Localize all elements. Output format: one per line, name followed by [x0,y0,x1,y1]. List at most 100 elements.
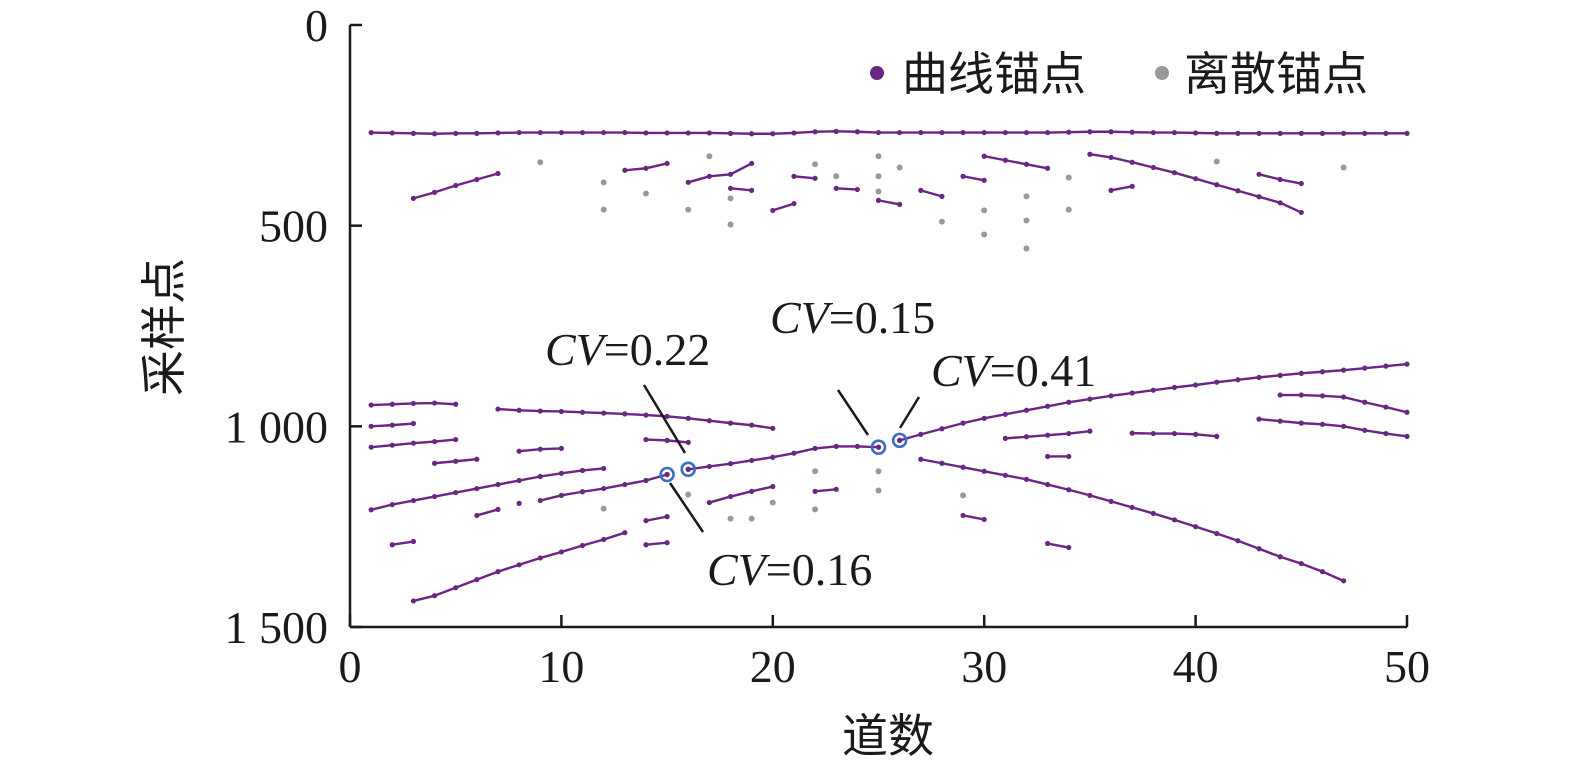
curve-anchor-point [431,593,438,599]
curve-anchor-point [495,506,501,513]
discrete-anchor-point [1023,217,1030,224]
curve-anchor-point [749,160,755,167]
discrete-anchor-point [1213,158,1220,165]
curve-segment-31 [392,540,414,546]
legend-label-discrete: 离散锚点 [1184,47,1368,101]
cv-label-016-var: CV [707,544,771,595]
curve-anchor-point [1087,151,1093,157]
discrete-anchor-series [537,153,1347,522]
curve-anchor-point [643,412,649,418]
discrete-anchor-point [748,515,755,522]
curve-anchor-point [622,481,628,488]
curve-anchor-point [1002,157,1008,163]
curve-anchor-point [1108,187,1114,193]
curve-anchor-point [1171,129,1178,136]
curve-anchor-point [643,477,649,484]
curve-anchor-point [1193,524,1199,530]
legend-marker-discrete [1155,66,1169,80]
curve-anchor-point [960,512,966,519]
curve-anchor-point [1171,384,1178,391]
curve-anchor-point [897,201,903,207]
curve-anchor-point [453,401,459,407]
curve-anchor-point [1235,130,1241,136]
curve-anchor-point [812,445,818,452]
curve-anchor-point [1150,164,1156,171]
discrete-anchor-point [812,468,819,475]
curve-anchor-point [664,437,670,443]
curve-anchor-point [410,440,417,446]
cv-label-015: CV=0.15 [770,292,935,343]
curve-anchor-point [1023,434,1030,440]
curve-anchor-point [706,463,712,470]
curve-anchor-point [537,473,543,480]
curve-anchor-point [1319,393,1326,399]
curve-anchor-point [558,408,565,415]
curve-segment-27 [709,485,774,504]
curve-anchor-point [1045,165,1051,171]
curve-anchor-point [1235,538,1241,544]
legend-marker-curve [870,66,884,80]
curve-segment-19 [497,407,773,430]
curve-anchor-point [1277,372,1283,378]
curve-anchor-point [516,500,522,506]
curve-anchor-point [664,514,670,520]
x-tick-label-0: 0 [339,641,362,692]
curve-anchor-point [516,477,522,484]
curve-anchor-point [389,501,395,508]
discrete-anchor-point [1023,245,1030,252]
curve-anchor-point [453,585,459,591]
curve-anchor-point [622,129,628,136]
discrete-anchor-point [1023,193,1030,200]
curve-anchor-point [1214,182,1220,188]
curve-segment-9 [920,189,943,198]
curve-anchor-point [1045,481,1051,488]
curve-anchor-point [875,197,882,203]
curve-anchor-point [537,408,543,414]
curve-anchor-point [1235,188,1241,194]
curve-anchor-point [854,186,860,193]
curve-anchor-point [453,436,459,443]
y-axis-label: 采样点 [137,258,191,396]
curve-anchor-point [516,562,522,568]
curve-anchor-point [960,420,966,426]
curve-segment-13 [1110,185,1133,192]
curve-anchor-point [516,129,522,136]
y-tick-label-1500: 1 500 [225,602,329,653]
curve-anchor-point [1193,176,1199,182]
curve-anchor-point [1150,387,1156,393]
cv-label-022-var: CV [545,324,609,375]
y-tick-label-1000: 1 000 [225,401,329,452]
curve-anchor-point [1002,129,1008,136]
discrete-anchor-point [875,153,882,160]
curve-anchor-point [727,493,734,500]
curve-anchor-point [389,542,395,548]
curve-anchor-point [1129,430,1135,436]
curve-anchor-point [1277,392,1283,398]
curve-anchor-point [537,497,543,504]
curve-anchor-point [791,200,797,207]
curve-anchor-point [770,131,776,137]
curve-anchor-point [749,457,755,464]
curve-segment-3 [687,162,753,184]
curve-anchor-point [579,129,586,136]
curve-anchor-point [474,485,480,492]
curve-anchor-point [601,485,607,492]
cv-highlight-marker-0 [659,466,675,483]
x-axis-label: 道数 [842,709,934,763]
curve-anchor-point [1087,428,1093,434]
curve-anchor-point [579,489,586,495]
curve-anchor-point [1298,370,1304,376]
curve-anchor-point [1277,130,1283,136]
curve-segment-8 [878,199,900,206]
curve-anchor-point [537,555,543,561]
curve-anchor-point [1340,394,1347,400]
curve-anchor-point [516,407,522,413]
cv-label-041-var: CV [931,345,995,396]
discrete-anchor-point [537,159,544,166]
curve-anchor-point [981,153,987,159]
curve-anchor-point [643,130,649,136]
curve-anchor-point [1214,379,1220,385]
curve-anchor-point [558,470,565,476]
curve-anchor-point [1087,492,1093,498]
